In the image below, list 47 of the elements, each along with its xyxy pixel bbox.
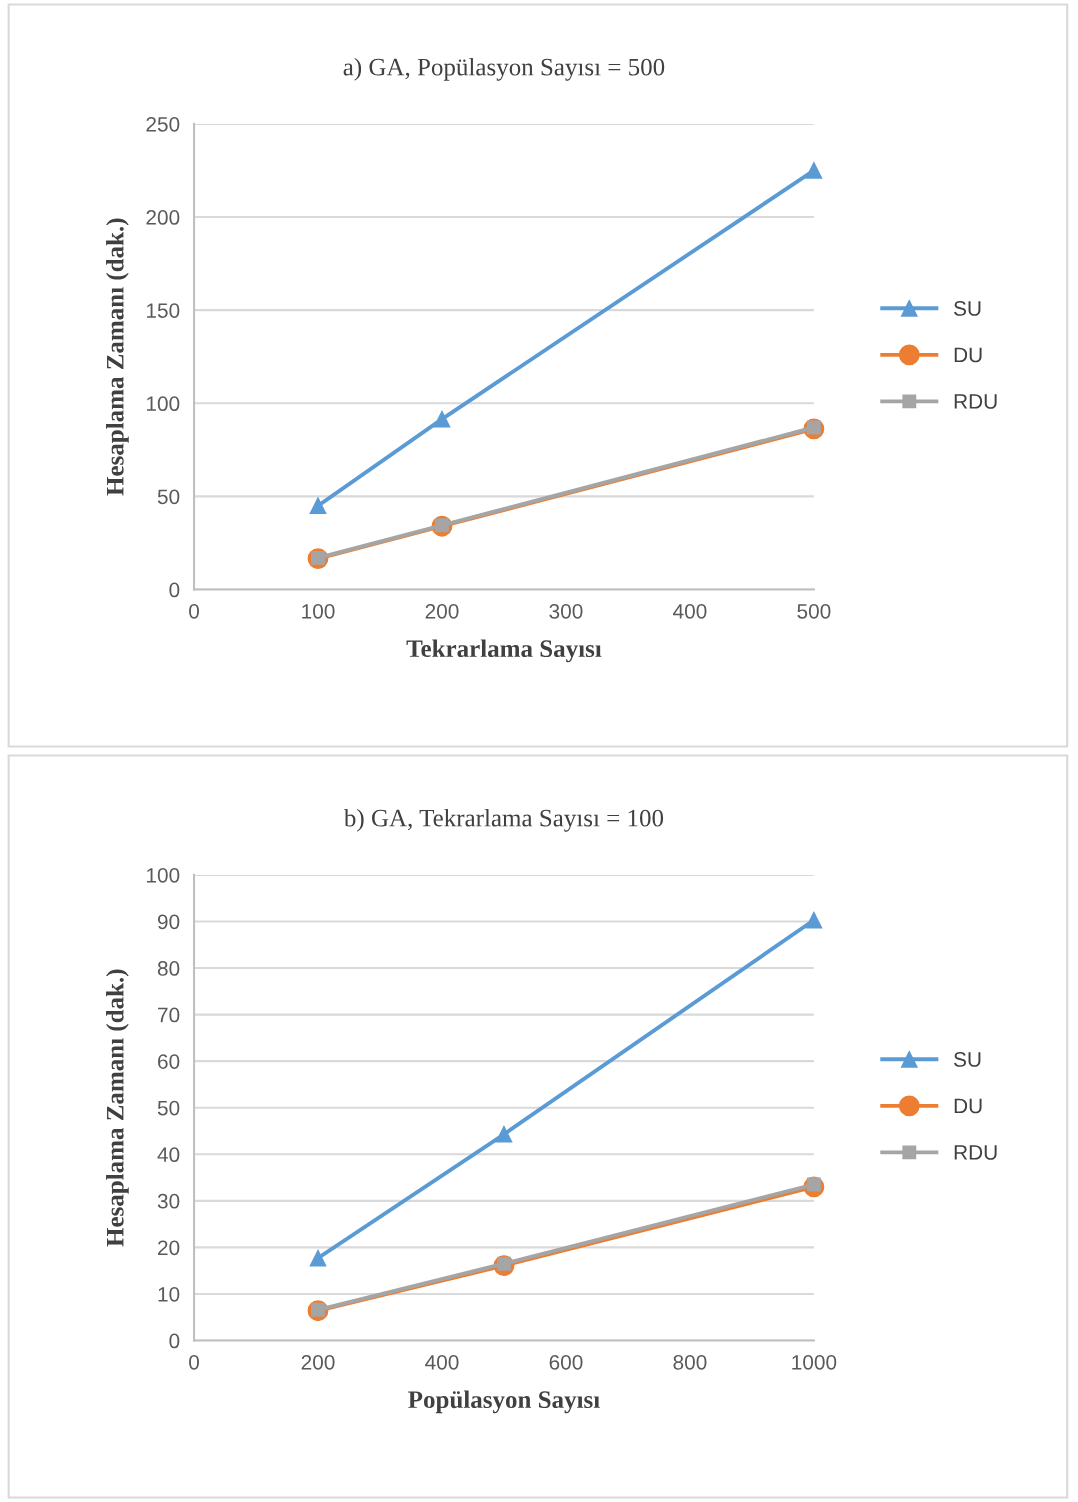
y-tick-label: 150 [146, 303, 180, 318]
y-tick-label: 50 [157, 1100, 180, 1116]
y-axis-title: Hesaplama Zamanı (dak.) [106, 969, 129, 1247]
x-tick-label: 100 [302, 603, 335, 619]
y-tick-label: 60 [158, 1054, 180, 1069]
chart-title: a) GA, Popülasyon Sayısı = 500 [343, 57, 665, 81]
y-tick-label: 0 [169, 582, 180, 598]
y-tick-label: 70 [158, 1007, 180, 1023]
point [805, 162, 823, 179]
y-tick-label: 100 [146, 396, 180, 412]
x-tick-label: 400 [425, 1354, 459, 1370]
y-tick-label: 80 [157, 961, 180, 976]
point [309, 497, 327, 515]
point [309, 1249, 327, 1267]
y-tick-label: 200 [146, 210, 180, 225]
x-axis-title: Tekrarlama Sayısı [406, 639, 602, 663]
legend-label: DU [954, 1098, 982, 1114]
legend-label: RDU [954, 394, 997, 409]
x-tick-label: 300 [549, 603, 583, 619]
y-tick-label: 100 [146, 867, 180, 883]
x-tick-label: 200 [425, 603, 459, 619]
y-tick-label: 0 [169, 1333, 180, 1349]
y-tick-label: 10 [158, 1286, 180, 1302]
x-tick-label: 500 [797, 603, 831, 619]
y-tick-label: 250 [146, 116, 180, 132]
y-tick-label: 30 [157, 1193, 180, 1209]
legend-label: SU [954, 301, 981, 316]
x-tick-label: 400 [673, 603, 707, 619]
x-tick-label: 600 [549, 1354, 583, 1370]
legend-label: SU [954, 1052, 981, 1067]
y-tick-label: 40 [157, 1147, 180, 1163]
point [495, 1125, 513, 1143]
x-tick-label: 0 [189, 1354, 200, 1370]
x-tick-label: 800 [673, 1354, 707, 1370]
legend-label: DU [954, 347, 982, 363]
legend-label: RDU [954, 1145, 997, 1160]
x-axis-title: Popülasyon Sayısı [408, 1390, 600, 1414]
x-tick-label: 1000 [792, 1354, 837, 1370]
chart-title: b) GA, Tekrarlama Sayısı = 100 [343, 808, 664, 832]
y-tick-label: 90 [157, 914, 180, 930]
point [433, 410, 451, 428]
x-tick-label: 200 [301, 1354, 335, 1370]
y-tick-label: 50 [157, 489, 180, 505]
y-axis-title: Hesaplama Zamanı (dak.) [106, 218, 129, 496]
x-tick-label: 0 [189, 603, 200, 619]
point [805, 911, 823, 929]
y-tick-label: 20 [158, 1240, 180, 1256]
